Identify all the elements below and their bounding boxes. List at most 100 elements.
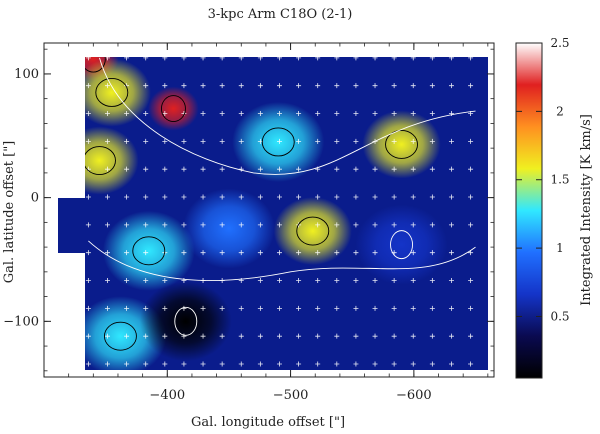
sample-point [372,83,378,89]
sample-point [124,111,130,117]
sample-point [468,83,474,89]
sample-point [257,361,263,367]
intensity-peak [362,110,441,179]
sample-point [104,333,110,339]
sample-point [410,83,416,89]
sample-point [181,333,187,339]
sample-point [296,138,302,144]
sample-point [429,194,435,200]
x-tick-label: −400 [149,388,185,403]
sample-point [238,166,244,172]
sample-point [315,333,321,339]
sample-point [238,222,244,228]
sample-point [296,250,302,256]
sample-point [200,250,206,256]
x-axis-label: Gal. longitude offset ["] [191,415,345,430]
sample-point [391,278,397,284]
contour-high [95,78,129,107]
sample-point [181,194,187,200]
contour-high [296,216,330,246]
sample-point [448,305,454,311]
sample-point [200,166,206,172]
sample-point [315,278,321,284]
sample-point [391,83,397,89]
sample-point [410,166,416,172]
sample-point [238,305,244,311]
chart-title: 3-kpc Arm C18O (2-1) [208,7,353,22]
sample-point [257,166,263,172]
sample-point [448,83,454,89]
sample-point [276,194,282,200]
sample-point [276,278,282,284]
sample-point [334,111,340,117]
sample-point [296,305,302,311]
sample-point [124,333,130,339]
sample-point [276,361,282,367]
sample-point [410,361,416,367]
sample-point [143,57,149,61]
sample-point [334,83,340,89]
sample-point [448,278,454,284]
sample-point [238,111,244,117]
sample-point [391,194,397,200]
sample-point [353,194,359,200]
sample-point [353,166,359,172]
sample-point [200,111,206,117]
colorbar [515,42,543,379]
sample-point [162,83,168,89]
sample-point [296,166,302,172]
sample-point [391,138,397,144]
sample-point [162,222,168,228]
sample-point [315,250,321,256]
sample-point [296,111,302,117]
sample-point [143,250,149,256]
sample-point [181,57,187,61]
sample-point [104,57,110,61]
sample-point [315,111,321,117]
sample-point [429,138,435,144]
sample-point [334,166,340,172]
sample-point [468,138,474,144]
sample-point [143,278,149,284]
sample-point [372,250,378,256]
sample-point [124,305,130,311]
sample-point [468,305,474,311]
sample-point [315,361,321,367]
sample-point [372,361,378,367]
sample-point [124,166,130,172]
contour-low [88,240,476,282]
sample-point [276,250,282,256]
sample-point [143,166,149,172]
sample-point [372,194,378,200]
sample-point [162,194,168,200]
colorbar-tick-label: 0.5 [550,309,569,323]
x-tick-label: −600 [396,388,432,403]
y-tick-label: −100 [3,314,39,329]
sample-point [104,250,110,256]
sample-point [85,305,91,311]
sample-point [104,166,110,172]
sample-point [429,278,435,284]
colorbar-tick-label: 2.5 [550,36,569,50]
sample-point [391,222,397,228]
sample-point [200,138,206,144]
contour-high [132,236,166,266]
sample-point [257,305,263,311]
sample-point [353,278,359,284]
sample-point [85,57,91,61]
contour-high [385,129,418,159]
sample-point [238,83,244,89]
sample-point [257,83,263,89]
sample-point [257,250,263,256]
sample-point [334,194,340,200]
sample-point [334,57,340,61]
sample-point [85,83,91,89]
contour-low [174,306,198,336]
sample-point [372,305,378,311]
sample-point [448,194,454,200]
sample-point [334,333,340,339]
contour-high [261,127,295,157]
contour-low [99,57,476,175]
sample-point [162,138,168,144]
sample-point [372,222,378,228]
